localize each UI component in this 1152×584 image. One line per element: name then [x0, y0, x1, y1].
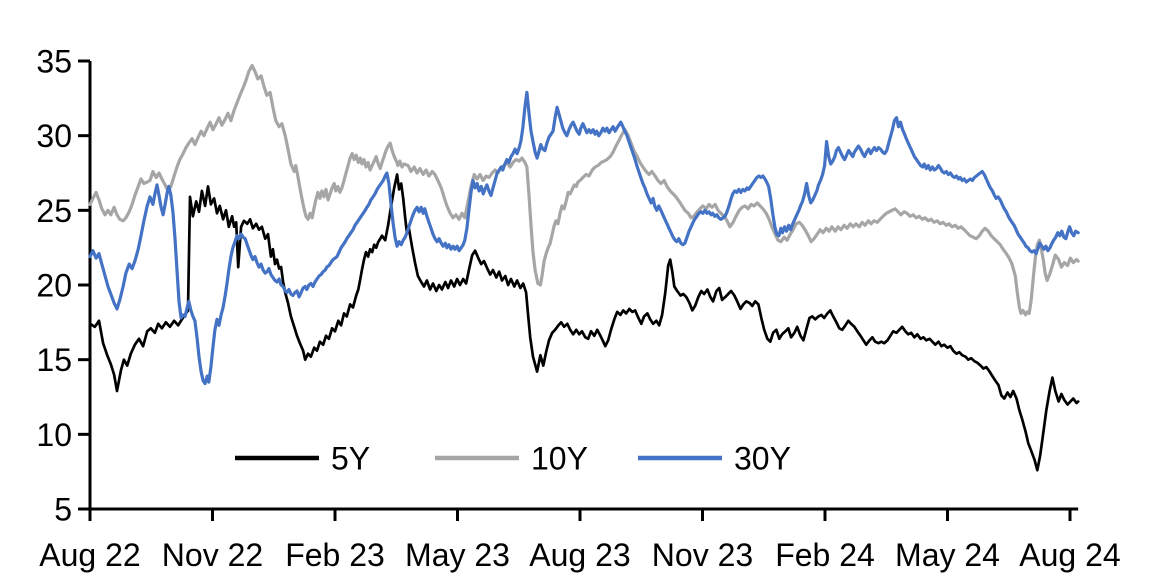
y-tick-label: 20 — [36, 268, 72, 304]
x-tick-label: Feb 24 — [775, 537, 875, 573]
legend-label-30y: 30Y — [734, 441, 791, 477]
y-tick-label: 10 — [36, 417, 72, 453]
y-tick-label: 30 — [36, 118, 72, 154]
x-tick-label: May 23 — [405, 537, 510, 573]
y-tick-label: 25 — [36, 193, 72, 229]
x-tick-label: Nov 22 — [162, 537, 263, 573]
axes: 35 30 25 20 15 10 5 Aug 22 Nov 22 Feb 23 May 23 Aug… — [36, 44, 1120, 573]
series-line-10y — [88, 63, 1080, 317]
x-tick-label: Aug 22 — [39, 537, 140, 573]
x-tick-label: Aug 23 — [529, 537, 630, 573]
series-line-5y — [88, 173, 1080, 472]
legend-label-5y: 5Y — [331, 441, 370, 477]
x-tick-label: Nov 23 — [652, 537, 753, 573]
y-tick-label: 35 — [36, 44, 72, 80]
x-tick-label: Feb 23 — [285, 537, 385, 573]
legend: 5Y 10Y 30Y — [235, 441, 791, 477]
y-tick-label: 15 — [36, 342, 72, 378]
legend-label-10y: 10Y — [531, 441, 588, 477]
x-tick-label: Aug 24 — [1019, 537, 1120, 573]
x-tick-label: May 24 — [895, 537, 1000, 573]
series-line-30y — [88, 90, 1080, 386]
y-tick-label: 5 — [54, 492, 72, 528]
